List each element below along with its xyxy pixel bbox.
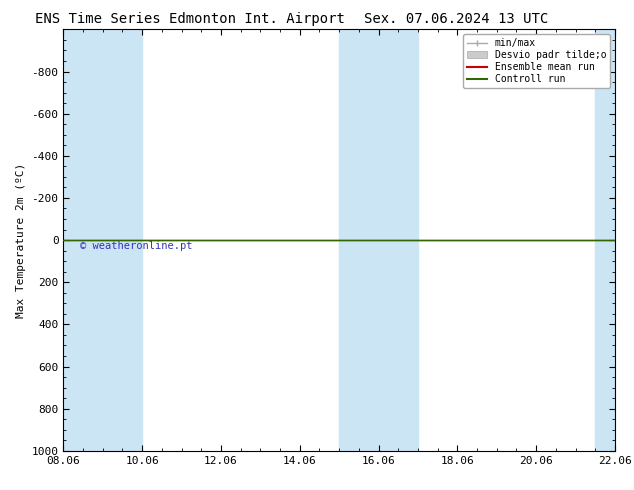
Text: Sex. 07.06.2024 13 UTC: Sex. 07.06.2024 13 UTC (365, 12, 548, 26)
Bar (378, 29, 418, 451)
Bar (63, 29, 103, 451)
Text: © weatheronline.pt: © weatheronline.pt (80, 242, 193, 251)
Bar (595, 29, 615, 451)
Text: ENS Time Series Edmonton Int. Airport: ENS Time Series Edmonton Int. Airport (36, 12, 345, 26)
Legend: min/max, Desvio padr tilde;o, Ensemble mean run, Controll run: min/max, Desvio padr tilde;o, Ensemble m… (463, 34, 610, 88)
Bar (339, 29, 378, 451)
Y-axis label: Max Temperature 2m (ºC): Max Temperature 2m (ºC) (16, 163, 26, 318)
Bar (103, 29, 142, 451)
